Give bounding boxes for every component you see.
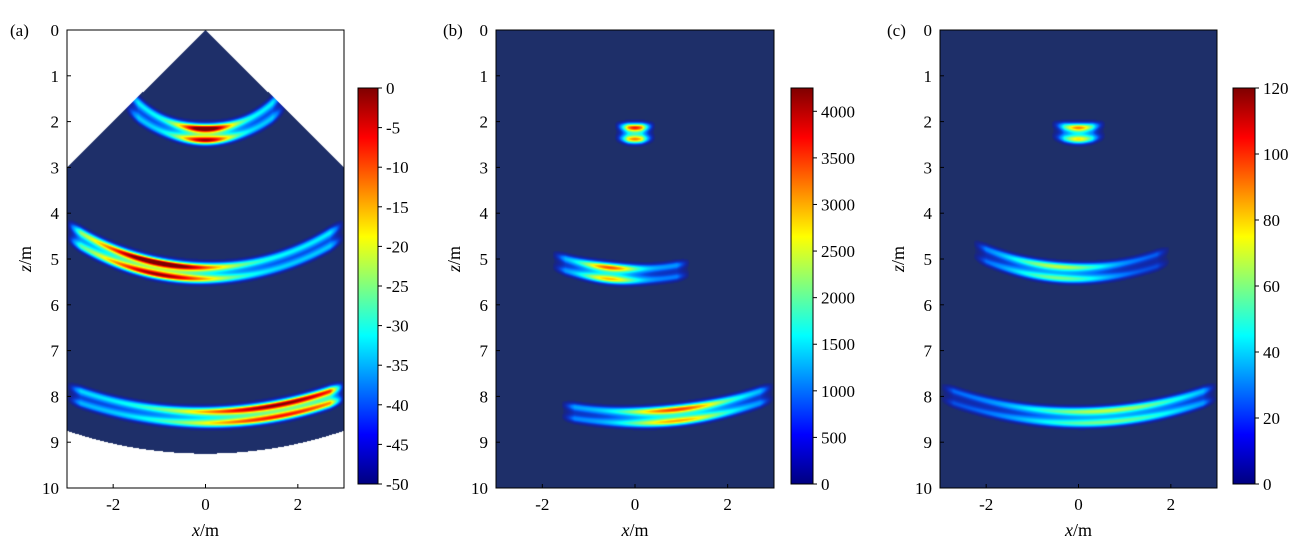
x-tick-label: 2 — [723, 495, 732, 514]
x-axis-label: x/m — [1064, 520, 1092, 540]
colorbar-tick-label: -20 — [386, 237, 409, 256]
colorbar-tick-label: 0 — [386, 79, 395, 98]
y-axis-label: z/m — [15, 246, 35, 273]
y-tick-label: 9 — [51, 433, 60, 452]
colorbar — [1232, 87, 1256, 485]
colorbar — [357, 87, 379, 485]
y-tick-label: 10 — [42, 479, 59, 498]
y-tick-label: 1 — [924, 67, 933, 86]
x-tick-label: -2 — [979, 495, 993, 514]
panel-label: (a) — [10, 21, 29, 40]
y-tick-label: 7 — [924, 342, 933, 361]
y-tick-label: 0 — [51, 21, 60, 40]
heatmap-image — [496, 30, 774, 488]
y-tick-label: 7 — [51, 342, 60, 361]
y-tick-label: 2 — [51, 113, 60, 132]
y-tick-label: 2 — [480, 113, 489, 132]
y-tick-label: 3 — [51, 158, 60, 177]
y-axis-label: z/m — [888, 246, 908, 273]
colorbar-tick-label: 20 — [1263, 409, 1280, 428]
colorbar-tick-label: -45 — [386, 435, 409, 454]
colorbar-tick-label: 1500 — [821, 335, 855, 354]
y-tick-label: 0 — [480, 21, 489, 40]
y-tick-label: 6 — [480, 296, 489, 315]
y-tick-label: 9 — [924, 433, 933, 452]
x-tick-label: 0 — [201, 495, 210, 514]
x-tick-label: 0 — [1074, 495, 1083, 514]
colorbar-tick-label: 4000 — [821, 102, 855, 121]
colorbar-tick-label: 0 — [821, 475, 830, 494]
colorbar-tick-label: -10 — [386, 158, 409, 177]
y-tick-label: 10 — [471, 479, 488, 498]
y-axis-label: z/m — [444, 246, 464, 273]
x-tick-label: 0 — [631, 495, 640, 514]
y-tick-label: 8 — [924, 387, 933, 406]
colorbar-tick-label: 60 — [1263, 277, 1280, 296]
y-tick-label: 4 — [480, 204, 489, 223]
colorbar-tick-label: 80 — [1263, 211, 1280, 230]
x-tick-label: -2 — [535, 495, 549, 514]
panel-c: 0 1 2 3 4 5 6 7 8 9 10 -2 0 2 x/m z/m (c) 0 20 40 60 80 100 120 — [887, 21, 1289, 540]
colorbar-tick-label: -5 — [386, 119, 400, 138]
y-tick-label: 0 — [924, 21, 933, 40]
colorbar-tick-label: 120 — [1263, 79, 1289, 98]
colorbar-tick-label: -25 — [386, 277, 409, 296]
panel-b: 0 1 2 3 4 5 6 7 8 9 10 -2 0 2 x/m z/m (b) 0 500 1000 1500 200… — [443, 21, 855, 540]
y-tick-label: 9 — [480, 433, 489, 452]
colorbar — [790, 87, 814, 485]
y-tick-label: 1 — [51, 67, 60, 86]
colorbar-tick-label: 40 — [1263, 343, 1280, 362]
panel-label: (b) — [443, 21, 463, 40]
colorbar-tick-label: 0 — [1263, 475, 1272, 494]
y-tick-label: 4 — [51, 204, 60, 223]
colorbar-tick-label: -15 — [386, 198, 409, 217]
x-axis-label: x/m — [620, 520, 648, 540]
y-tick-label: 5 — [51, 250, 60, 269]
colorbar-tick-label: 3500 — [821, 149, 855, 168]
x-axis-label: x/m — [191, 520, 219, 540]
y-tick-label: 5 — [924, 250, 933, 269]
heatmap-image — [940, 30, 1217, 488]
y-tick-label: 8 — [51, 387, 60, 406]
y-tick-label: 4 — [924, 204, 933, 223]
panel-label: (c) — [887, 21, 906, 40]
colorbar-tick-label: -35 — [386, 356, 409, 375]
y-tick-label: 10 — [915, 479, 932, 498]
x-tick-label: -2 — [106, 495, 120, 514]
y-tick-label: 3 — [480, 158, 489, 177]
colorbar-tick-label: 2000 — [821, 289, 855, 308]
colorbar-tick-label: 100 — [1263, 145, 1289, 164]
y-tick-label: 8 — [480, 387, 489, 406]
colorbar-tick-label: -40 — [386, 396, 409, 415]
colorbar-tick-label: -50 — [386, 475, 409, 494]
colorbar-tick-label: 500 — [821, 428, 847, 447]
y-tick-label: 3 — [924, 158, 933, 177]
y-tick-label: 5 — [480, 250, 489, 269]
colorbar-tick-label: -30 — [386, 317, 409, 336]
y-tick-label: 6 — [924, 296, 933, 315]
y-tick-label: 6 — [51, 296, 60, 315]
heatmap-image — [67, 30, 344, 488]
x-tick-label: 2 — [294, 495, 303, 514]
colorbar-tick-label: 3000 — [821, 195, 855, 214]
y-tick-label: 7 — [480, 342, 489, 361]
colorbar-tick-label: 1000 — [821, 382, 855, 401]
y-tick-label: 1 — [480, 67, 489, 86]
x-tick-label: 2 — [1167, 495, 1176, 514]
colorbar-tick-label: 2500 — [821, 242, 855, 261]
y-tick-label: 2 — [924, 113, 933, 132]
